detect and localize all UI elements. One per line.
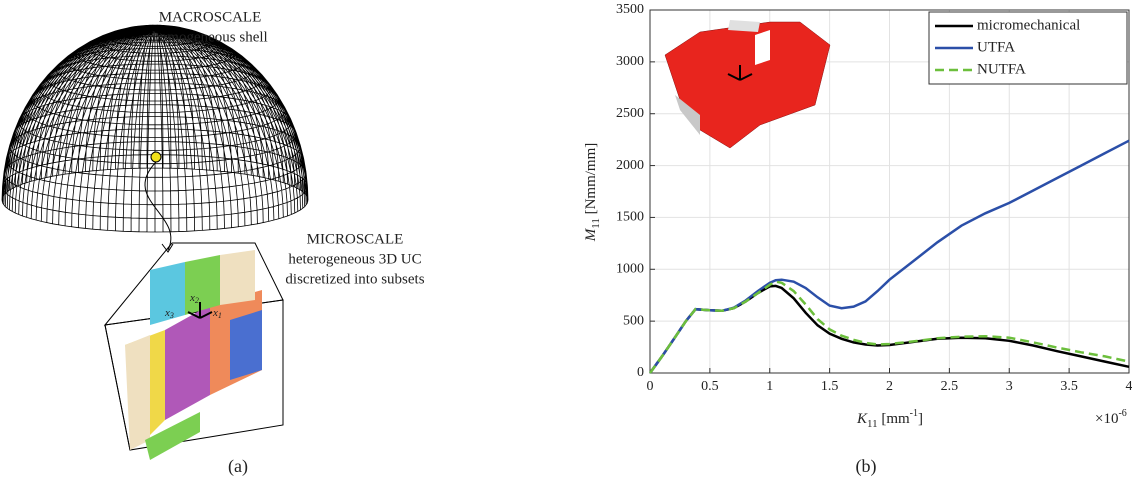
plot-frame [649,9,1130,374]
legend-label: micromechanical [977,17,1080,33]
axis-symbol: x3 [164,307,174,320]
y-tick-label: 2000 [616,158,644,173]
x-tick-label: 2 [886,379,893,394]
micro-text: discretized into subsets [285,271,424,287]
x-multiplier: ×10-6 [1095,408,1127,427]
x-tick-label: 1 [766,379,773,394]
x-tick-label: 4 [1126,379,1132,394]
legend-label: NUTFA [977,61,1026,77]
y-tick-label: 3000 [616,54,644,69]
y-tick-label: 3500 [616,2,644,17]
x-tick-label: 1.5 [821,379,839,394]
y-tick-label: 2500 [616,106,644,121]
x-tick-label: 0.5 [701,379,719,394]
series-line [648,139,1130,374]
x-tick-label: 2.5 [941,379,959,394]
unit-cell [103,242,284,460]
shell-mesh [1,24,309,233]
micro-text: MICROSCALE [307,231,404,247]
axis-symbol: x2 [189,292,199,305]
y-tick-label: 500 [623,313,644,328]
y-tick-label: 0 [637,365,644,380]
inset-model [664,20,831,149]
x-tick-label: 3.5 [1060,379,1078,394]
y-axis-label: M11 [Nmm/mm] [583,143,601,243]
material-point [150,151,162,163]
caption: (a) [228,456,248,477]
y-tick-label: 1000 [616,262,644,277]
x-tick-label: 0 [647,379,654,394]
caption: (b) [856,456,877,477]
macroscale-shell [1,24,309,233]
series-line [648,280,1130,374]
y-tick-label: 1500 [616,210,644,225]
link-arrow-head [161,243,174,253]
x-axis-label: K11 [mm-1] [856,408,923,429]
x-tick-label: 3 [1006,379,1013,394]
micro-text: heterogeneous 3D UC [288,251,421,267]
macro-subtitle: homogeneous shell [152,29,267,45]
legend-label: UTFA [977,39,1015,55]
axis-symbol: x1 [212,307,222,320]
macro-title: MACROSCALE [159,9,262,25]
link-arrow [144,161,172,251]
